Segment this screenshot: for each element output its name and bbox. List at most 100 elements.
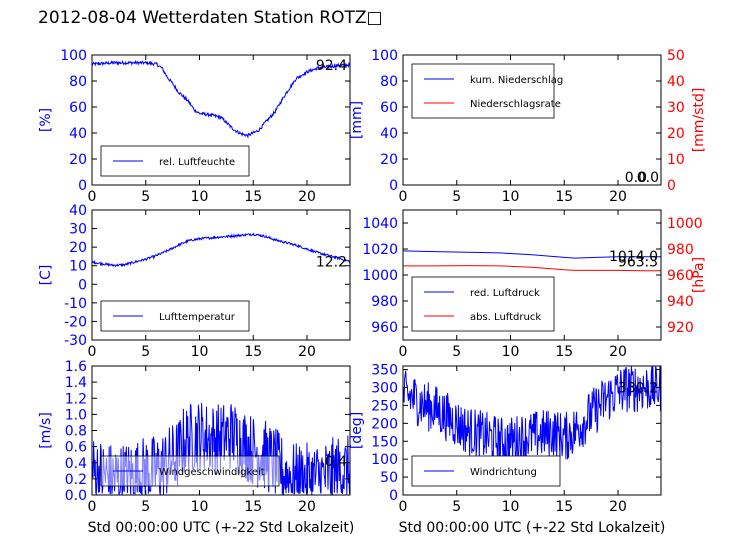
legend-entry: rel. Luftfeuchte [159,157,235,168]
legend-entry: Windrichtung [470,467,537,478]
y-axis-label: [%] [38,108,54,132]
y-tick-label-right: 40 [667,74,685,90]
y-tick-label: 0 [389,488,398,504]
y-axis-label: [mm] [349,101,365,139]
legend-entry: kum. Niederschlag [470,75,563,86]
plot-frame [402,54,662,186]
value-annotation: 92.4 [316,58,347,74]
y-tick-label: 0 [78,277,87,293]
x-tick-label: 15 [244,499,262,515]
y-tick-label: 980 [371,294,398,310]
x-tick-label: 15 [555,189,573,205]
x-tick-label: 5 [141,189,150,205]
y-tick-label: 20 [380,152,398,168]
series-line-1 [402,366,662,465]
y-tick-label: -20 [64,314,87,330]
y-tick-label: 1020 [362,242,398,258]
x-tick-label: 10 [191,344,209,360]
y-tick-label: 350 [371,363,398,379]
legend-entry: Niederschlagsrate [470,99,561,110]
value-annotation: 12.2 [316,255,347,271]
y-tick-label: 60 [69,100,87,116]
x-tick-label: 5 [141,344,150,360]
x-tick-label: 15 [244,344,262,360]
y-tick-label: 0.0 [65,488,87,504]
x-tick-label: 10 [191,189,209,205]
y-tick-label: 0.8 [65,424,87,440]
y-tick-label: 60 [380,100,398,116]
y-tick-label-right: 10 [667,152,685,168]
plot-frame [91,209,351,341]
legend-entry: Windgeschwindigkeit [159,467,265,478]
y-tick-label: 250 [371,398,398,414]
chart-panel-4: 0 5 10 15 20 960 980 1000 1020 1040 920 940 960 980 10… [362,209,707,360]
y-tick-label-right: 30 [667,100,685,116]
x-axis-label-left: Std 00:00:00 UTC (+-22 Std Lokalzeit) [88,520,355,536]
value-annotation: 0.0 [637,170,659,186]
value-annotation: 1014.0 [609,249,658,265]
y-tick-label: 0 [78,178,87,194]
value-annotation: 0.0 [625,170,647,186]
y-tick-label: 960 [371,320,398,336]
legend-entry: abs. Luftdruck [470,312,541,323]
y-tick-label-right: 940 [667,294,694,310]
y-tick-label: 1.0 [65,407,87,423]
x-tick-label: 15 [244,189,262,205]
y-tick-label: 100 [371,452,398,468]
y-tick-label: 40 [69,203,87,219]
y-tick-label: 200 [371,416,398,432]
y-tick-label: 80 [380,74,398,90]
y-tick-label: 0 [389,178,398,194]
y-tick-label-right: 980 [667,242,694,258]
legend-box [411,276,555,332]
x-tick-label: 20 [298,499,316,515]
x-tick-label: 0 [399,499,408,515]
value-annotation: 330.2 [618,381,658,397]
x-tick-label: 0 [399,344,408,360]
x-tick-label: 5 [141,499,150,515]
x-tick-label: 5 [452,499,461,515]
chart-panel-2: 0 5 10 15 20 0 20 40 60 80 100 0 10 20 30 40 50 [mm] [mm/s… [349,48,707,205]
y-tick-label: 0.4 [65,456,87,472]
legend-box [411,63,555,119]
x-tick-label: 15 [555,499,573,515]
x-tick-label: 15 [555,344,573,360]
chart-panel-6: 0 5 10 15 20050100150200250300350[deg]Windri… [349,363,662,515]
series-line-1 [91,402,351,496]
plot-frame [91,54,351,186]
plot-frame [402,365,662,496]
chart-panel-3: 0 5 10 15 20 -30 -20 -10 0 10 20 30 40 [C] Lufttempera… [38,203,351,360]
chart-panel-1: 0 5 10 15 20 0 20 40 60 80 100 [%] rel. Luftfeuchte 9… [38,48,351,205]
y-tick-label: 10 [69,259,87,275]
y-tick-label: 1040 [362,216,398,232]
y-tick-label: -10 [64,296,87,312]
y-tick-label: 150 [371,434,398,450]
y-tick-label: 100 [60,48,87,64]
x-tick-label: 20 [609,189,627,205]
series-line-1 [402,250,661,259]
y-tick-label-right: 920 [667,320,694,336]
x-tick-label: 5 [452,189,461,205]
x-tick-label: 20 [609,499,627,515]
x-tick-label: 20 [298,344,316,360]
series-line-1 [91,232,351,268]
x-tick-label: 0 [88,344,97,360]
y-tick-label: 0.2 [65,472,87,488]
y-tick-label: 40 [69,126,87,142]
y-tick-label: 1.4 [65,375,87,391]
y-tick-label: 100 [371,48,398,64]
y-tick-label: 20 [69,240,87,256]
y-tick-label: 0.6 [65,440,87,456]
page-title: 2012-08-04 Wetterdaten Station ROTZ□ [38,8,383,28]
y-tick-label-right: 0 [667,178,676,194]
x-tick-label: 20 [298,189,316,205]
y-axis-label: [deg] [349,412,365,449]
y-axis-label: [m/s] [38,412,54,449]
x-tick-label: 0 [88,499,97,515]
y-tick-label-right: 1000 [667,216,703,232]
x-axis-label-right: Std 00:00:00 UTC (+-22 Std Lokalzeit) [399,520,666,536]
chart-panel-5: 0 5 10 15 200.00.20.40.60.81.01.21.41.6[m/s]… [38,359,351,515]
legend-entry: red. Luftdruck [470,288,540,299]
y-tick-label-right: 960 [667,268,694,284]
